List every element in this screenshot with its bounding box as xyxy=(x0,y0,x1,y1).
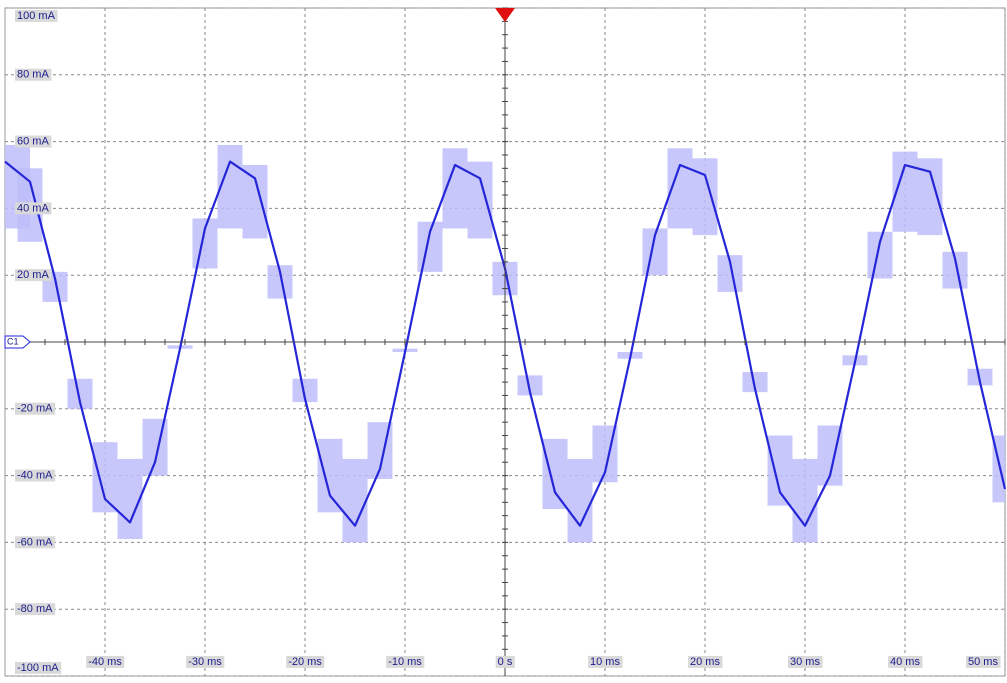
x-tick-label: 50 ms xyxy=(968,656,998,668)
label-background xyxy=(15,402,56,415)
channel-marker xyxy=(4,335,31,349)
label-background xyxy=(286,655,325,668)
y-tick-label: -100 mA xyxy=(17,662,59,674)
envelope-bar xyxy=(242,164,268,239)
label-background xyxy=(15,68,52,81)
y-tick-label: -40 mA xyxy=(17,470,53,482)
x-tick-label: 40 ms xyxy=(890,656,920,668)
envelope-bar xyxy=(767,435,793,506)
label-background xyxy=(966,655,1001,668)
label-background xyxy=(186,655,225,668)
x-tick-label: -20 ms xyxy=(288,656,322,668)
x-tick-label: 10 ms xyxy=(590,656,620,668)
envelope-bar xyxy=(567,458,593,543)
x-tick-label: 30 ms xyxy=(790,656,820,668)
envelope-bar xyxy=(92,442,118,513)
x-tick-label: -10 ms xyxy=(388,656,422,668)
y-tick-label: 60 mA xyxy=(17,136,49,148)
envelope-bar xyxy=(117,458,143,540)
envelope-bar xyxy=(517,375,543,396)
label-background xyxy=(15,536,56,549)
label-background xyxy=(688,655,723,668)
envelope-bar xyxy=(317,438,343,513)
label-background xyxy=(15,9,58,22)
label-background xyxy=(588,655,623,668)
envelope-bar xyxy=(292,378,318,403)
y-tick-label: -80 mA xyxy=(17,603,53,615)
x-tick-label: -40 ms xyxy=(88,656,122,668)
y-tick-label: 20 mA xyxy=(17,269,49,281)
y-tick-label: 100 mA xyxy=(17,10,56,22)
x-tick-label: -30 ms xyxy=(188,656,222,668)
envelope-bar xyxy=(742,372,768,393)
label-background xyxy=(15,603,56,616)
envelope-bar xyxy=(542,438,568,509)
labels: 100 mA 80 mA 60 mA 40 mA 20 mA -20 mA -40 mA -6… xyxy=(4,9,1001,674)
center-axes xyxy=(4,7,1006,676)
channel-label: C1 xyxy=(7,336,19,346)
y-tick-label: 40 mA xyxy=(17,202,49,214)
y-tick-label: 80 mA xyxy=(17,69,49,81)
x-tick-label: 0 s xyxy=(498,656,513,668)
label-background xyxy=(15,661,62,674)
trigger-marker xyxy=(495,8,515,22)
label-background xyxy=(15,469,56,482)
envelope-bar xyxy=(792,458,818,543)
label-background xyxy=(386,655,425,668)
label-background xyxy=(788,655,823,668)
label-background xyxy=(495,655,515,668)
envelope-bar xyxy=(692,158,718,236)
x-tick-label: 20 ms xyxy=(690,656,720,668)
envelope-bar xyxy=(342,458,368,543)
y-tick-label: -60 mA xyxy=(17,536,53,548)
label-background xyxy=(15,269,52,282)
label-background xyxy=(888,655,923,668)
y-tick-label: -20 mA xyxy=(17,403,53,415)
label-background xyxy=(15,135,52,148)
label-background xyxy=(86,655,125,668)
label-background xyxy=(15,202,52,215)
